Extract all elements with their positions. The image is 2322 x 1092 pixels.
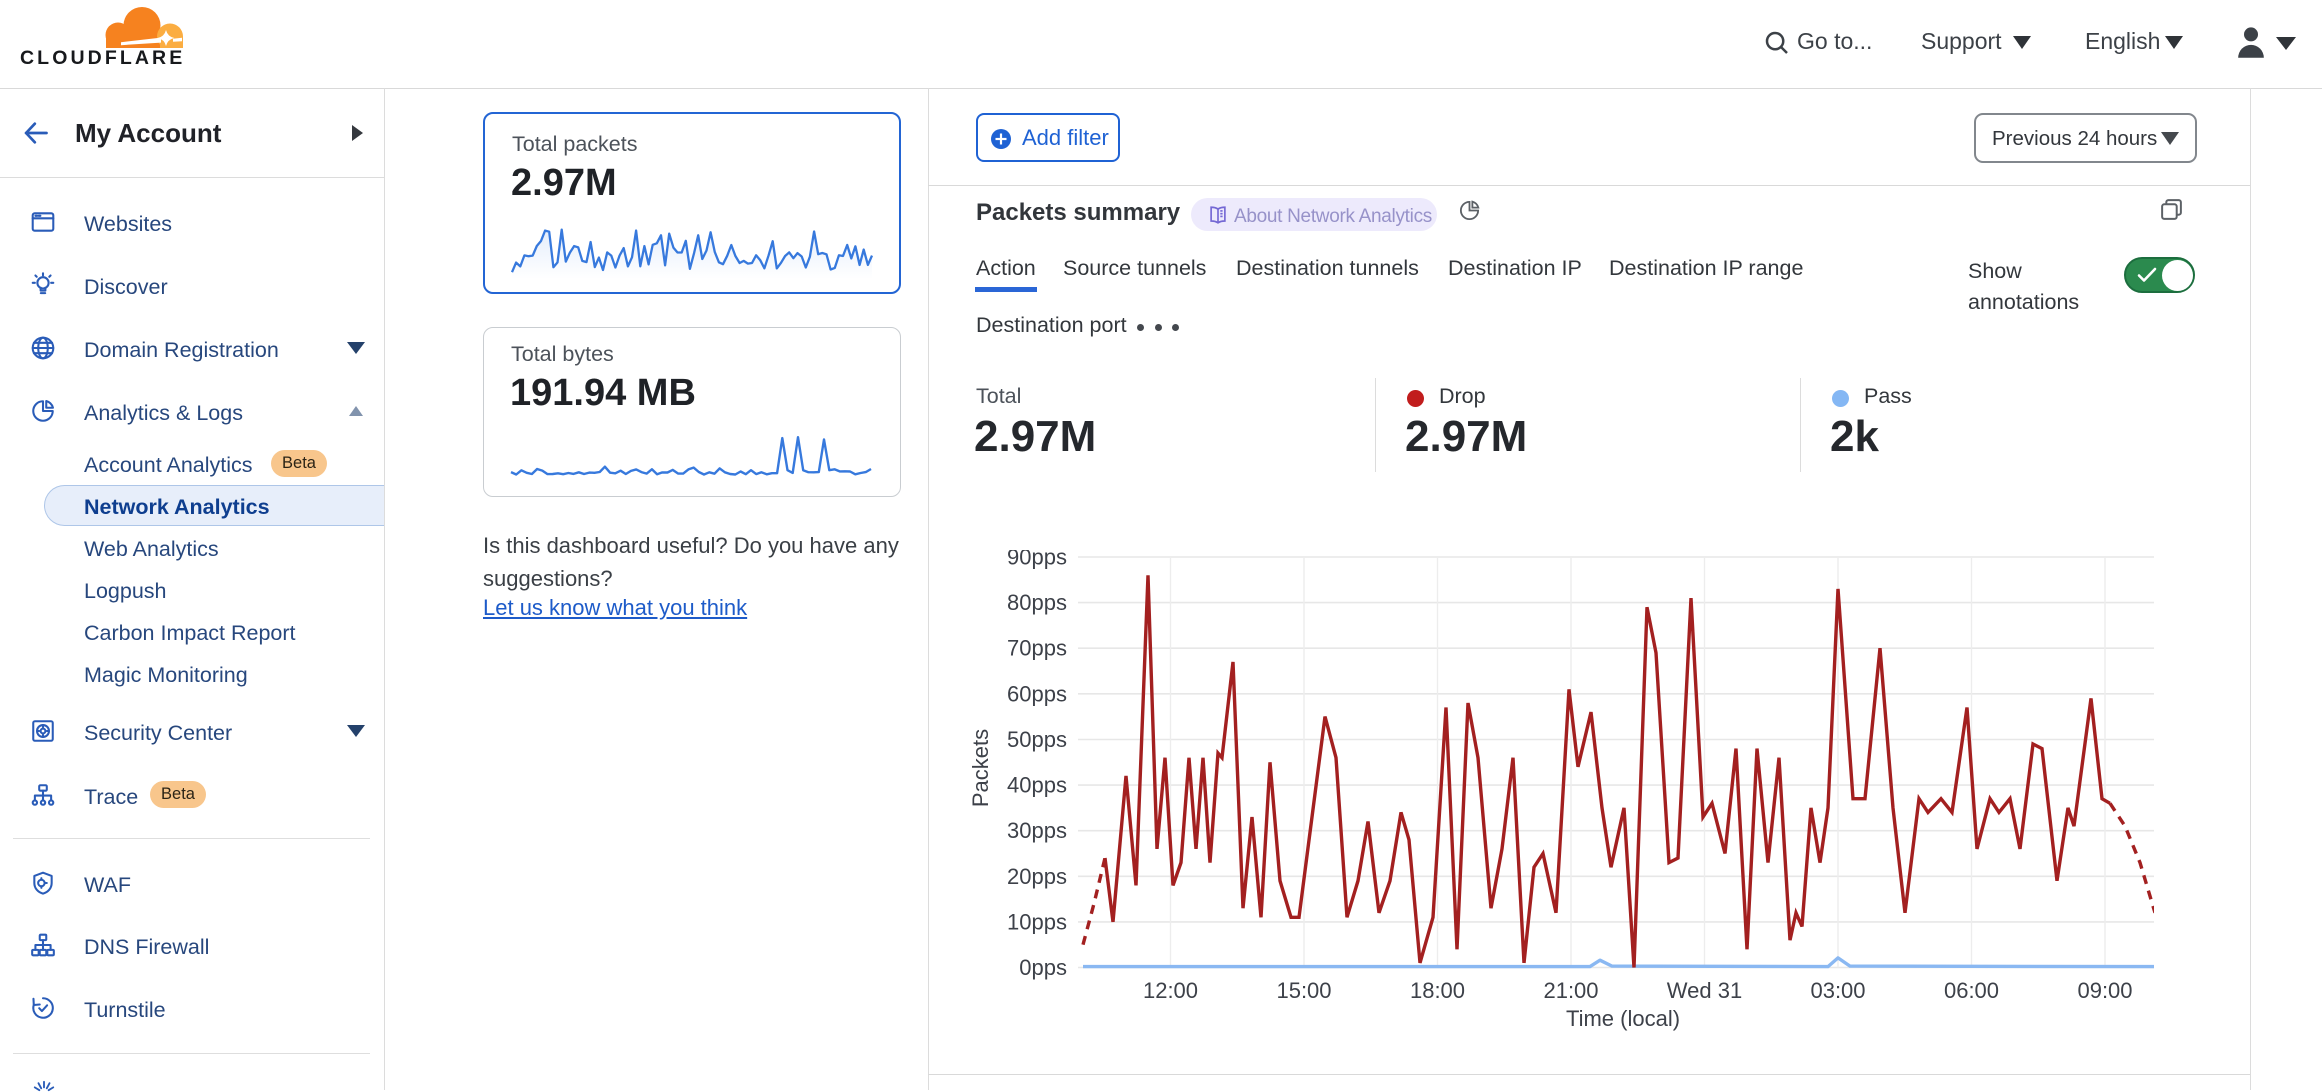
- svg-text:15:00: 15:00: [1276, 978, 1331, 1003]
- svg-text:12:00: 12:00: [1143, 978, 1198, 1003]
- svg-text:30pps: 30pps: [1007, 818, 1067, 843]
- svg-text:Wed 31: Wed 31: [1667, 978, 1742, 1003]
- svg-text:Time (local): Time (local): [1566, 1006, 1680, 1031]
- svg-text:0pps: 0pps: [1019, 955, 1067, 980]
- svg-text:40pps: 40pps: [1007, 773, 1067, 798]
- svg-text:10pps: 10pps: [1007, 909, 1067, 934]
- svg-text:06:00: 06:00: [1944, 978, 1999, 1003]
- svg-text:21:00: 21:00: [1543, 978, 1598, 1003]
- svg-text:90pps: 90pps: [1007, 550, 1067, 570]
- svg-text:20pps: 20pps: [1007, 864, 1067, 889]
- svg-text:03:00: 03:00: [1810, 978, 1865, 1003]
- svg-text:18:00: 18:00: [1410, 978, 1465, 1003]
- svg-text:Packets: Packets: [968, 729, 993, 807]
- svg-text:50pps: 50pps: [1007, 727, 1067, 752]
- svg-text:60pps: 60pps: [1007, 681, 1067, 706]
- svg-text:80pps: 80pps: [1007, 590, 1067, 615]
- svg-text:70pps: 70pps: [1007, 636, 1067, 661]
- svg-text:09:00: 09:00: [2077, 978, 2132, 1003]
